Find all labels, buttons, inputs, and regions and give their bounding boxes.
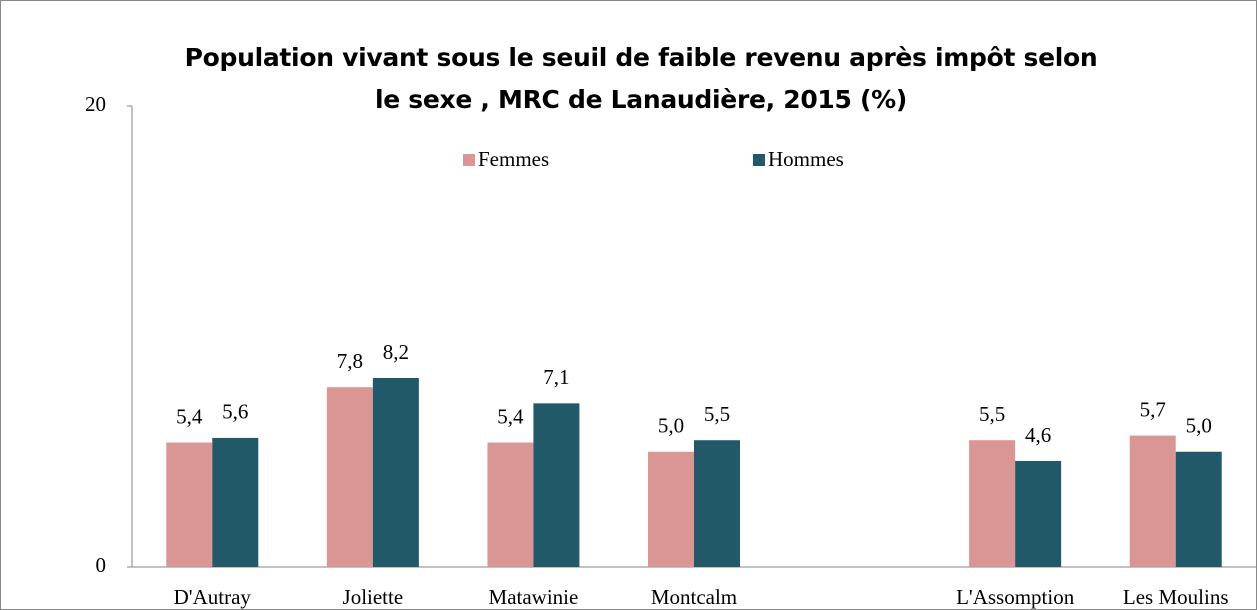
bar (166, 442, 213, 567)
value-label: 7,8 (337, 349, 363, 373)
bar (533, 403, 580, 567)
value-label: 5,5 (979, 402, 1005, 426)
legend-swatch (753, 154, 765, 166)
legend-label: Hommes (768, 147, 844, 171)
y-tick-label: 20 (85, 92, 106, 116)
bar (372, 377, 419, 567)
value-label: 8,2 (383, 340, 409, 364)
value-label: 5,4 (497, 404, 524, 428)
value-label: 5,0 (658, 414, 684, 438)
x-tick-label: Matawinie (489, 585, 579, 609)
bar (326, 387, 373, 567)
value-label: 7,1 (543, 365, 569, 389)
x-tick-label: Montcalm (651, 585, 737, 609)
bar (1129, 435, 1176, 567)
bar (969, 440, 1016, 567)
legend-label: Femmes (478, 147, 549, 171)
legend-swatch (463, 154, 475, 166)
chart-title: Population vivant sous le seuil de faibl… (184, 43, 1098, 114)
bar (1175, 451, 1222, 567)
bar (648, 451, 694, 567)
bar (694, 440, 740, 567)
bar (1015, 460, 1062, 567)
bar (212, 437, 259, 567)
value-label: 5,0 (1186, 414, 1212, 438)
x-tick-label: Joliette (343, 585, 404, 609)
x-tick-label: D'Autray (174, 585, 252, 609)
value-label: 5,6 (222, 400, 248, 424)
value-label: 4,6 (1025, 423, 1051, 447)
x-tick-label: L'Assomption (956, 585, 1075, 609)
value-label: 5,4 (176, 404, 203, 428)
y-tick-label: 0 (96, 553, 107, 577)
value-label: 5,5 (704, 402, 730, 426)
x-tick-label: Les Moulins (1123, 585, 1229, 609)
value-label: 5,7 (1140, 397, 1166, 421)
bar (487, 442, 534, 567)
